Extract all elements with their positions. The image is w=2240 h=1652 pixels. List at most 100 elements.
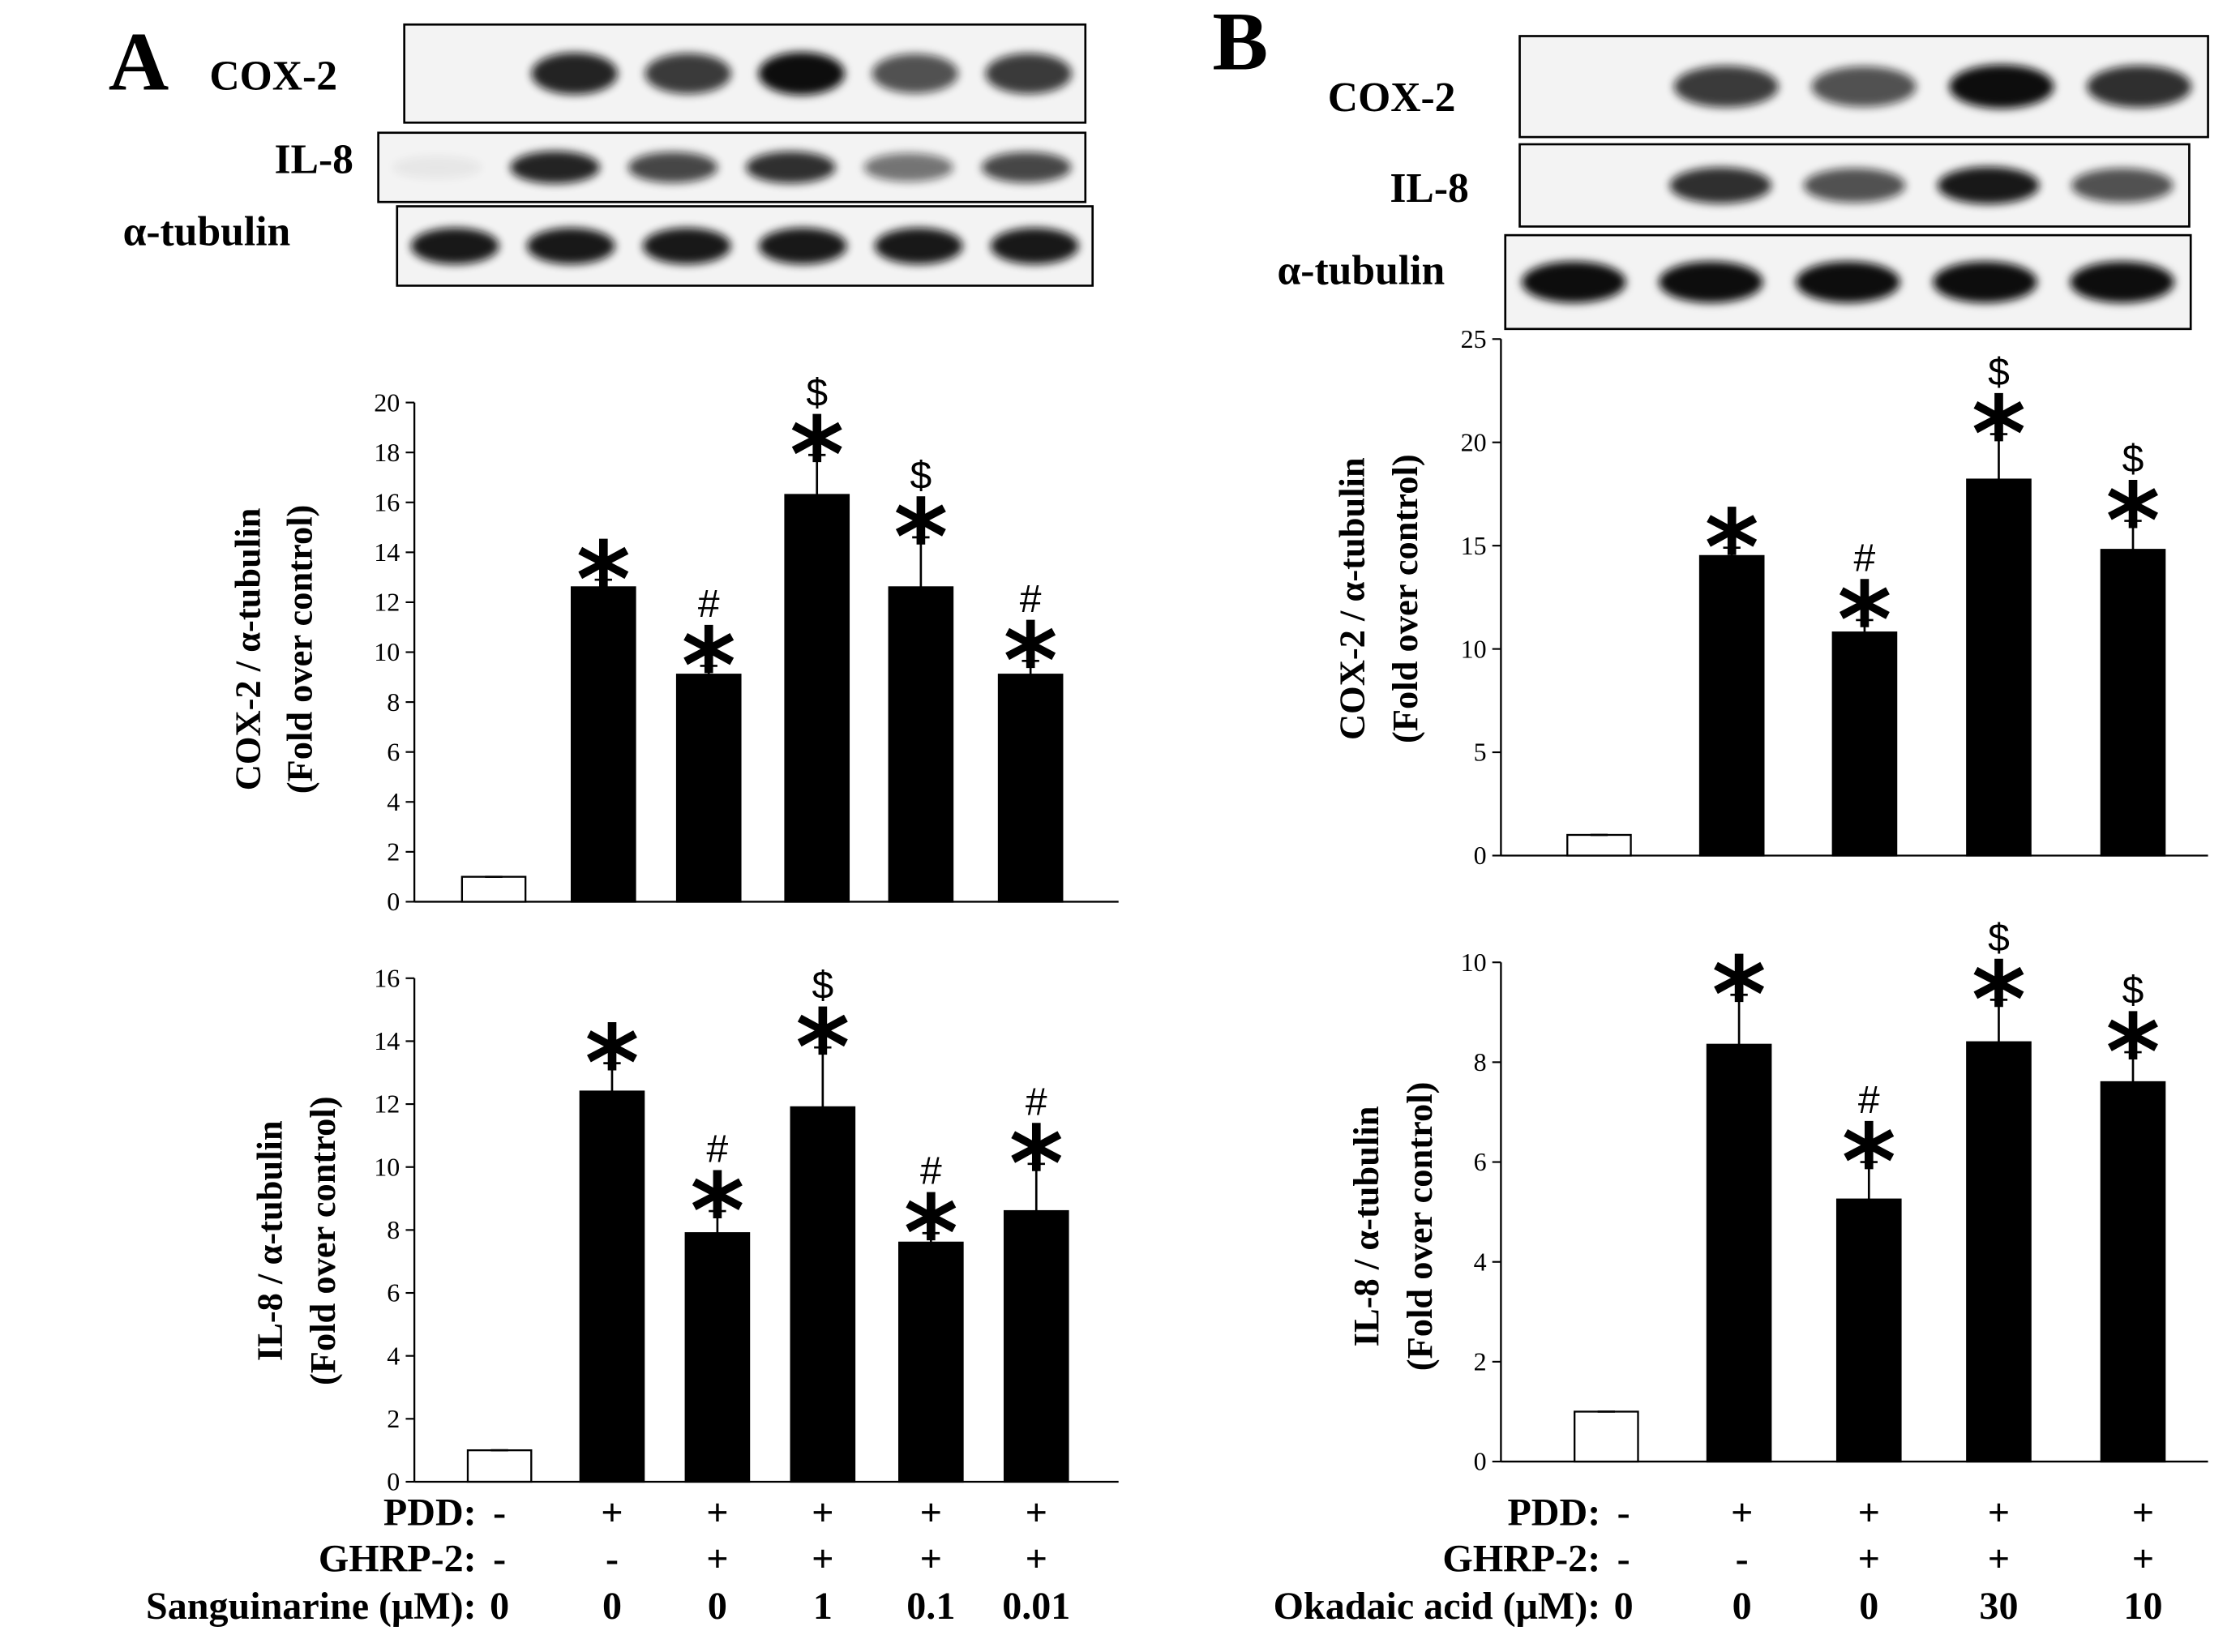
blot-band <box>642 228 731 264</box>
treatment-value: - <box>1617 1537 1630 1580</box>
treatment-value: + <box>2132 1537 2154 1580</box>
treatment-value: 0.1 <box>906 1585 955 1628</box>
error-bar <box>1856 618 1874 633</box>
y-tick-label: 12 <box>374 1089 400 1119</box>
significance-star: * <box>682 606 736 727</box>
blot-band <box>1937 166 2040 204</box>
treatment-value: + <box>812 1537 833 1580</box>
treatment-value: + <box>920 1537 942 1580</box>
y-tick-label: 0 <box>387 1467 400 1496</box>
treatment-value: + <box>1858 1491 1880 1534</box>
error-bar <box>700 665 717 675</box>
y-tick-label: 4 <box>387 787 400 816</box>
significance-symbol: # <box>698 583 720 626</box>
error-bar <box>912 536 930 588</box>
significance-star: * <box>1972 374 2026 495</box>
error-bar <box>1730 993 1748 1045</box>
y-tick-label: 12 <box>374 588 400 617</box>
western-blot <box>403 23 1087 124</box>
significance-symbol: # <box>1020 578 1042 621</box>
blot-band <box>410 228 499 264</box>
bar <box>684 1232 751 1483</box>
significance-star: * <box>1712 935 1767 1056</box>
significance-symbol: $ <box>812 965 833 1008</box>
treatment-name: Sanguinarine (μM): <box>146 1585 477 1628</box>
error-bar <box>814 1046 832 1107</box>
significance-symbol: $ <box>2122 969 2144 1012</box>
y-tick-label: 6 <box>387 1278 400 1307</box>
blot-band <box>1933 261 2037 303</box>
blot-frame <box>403 23 1087 124</box>
treatment-value: + <box>1731 1491 1753 1534</box>
blot-band <box>1811 66 1917 107</box>
significance-symbol: # <box>707 1128 729 1171</box>
blot-band <box>1949 64 2054 109</box>
blot-label: α-tubulin <box>123 209 291 255</box>
bar <box>2100 549 2166 857</box>
y-tick-label: 2 <box>387 837 400 867</box>
treatment-value: 0 <box>1732 1585 1752 1628</box>
error-bar <box>1723 546 1741 556</box>
significance-star: * <box>2105 461 2160 582</box>
blot-label: COX-2 <box>209 53 337 99</box>
treatment-value: - <box>606 1537 619 1580</box>
blot-band <box>1673 66 1779 108</box>
blot-band <box>526 228 615 264</box>
error-bar <box>1989 999 2008 1042</box>
error-bar <box>709 1209 726 1234</box>
treatment-value: + <box>2132 1491 2154 1534</box>
blot-band <box>1803 168 1906 203</box>
bar <box>1003 1209 1069 1483</box>
error-bar <box>603 1062 621 1092</box>
blot-band <box>531 53 618 95</box>
error-bar <box>1860 1161 1878 1200</box>
panel-label: A <box>109 15 169 108</box>
treatment-value: 30 <box>1979 1585 2018 1628</box>
treatment-name: PDD: <box>383 1491 477 1534</box>
y-axis-label: IL-8 / α-tubulin <box>1346 1106 1386 1346</box>
error-bar <box>2124 520 2142 550</box>
significance-star: * <box>1705 488 1759 609</box>
significance-star: * <box>893 477 948 598</box>
western-blot <box>1518 143 2191 228</box>
western-blot <box>1504 233 2192 331</box>
treatment-value: 0 <box>1614 1585 1634 1628</box>
blot-label: IL-8 <box>274 137 353 183</box>
y-tick-label: 6 <box>1474 1147 1487 1176</box>
error-bar <box>922 1231 940 1243</box>
bar <box>888 586 954 903</box>
y-axis-label: COX-2 / α-tubulin <box>1331 457 1372 740</box>
y-axis-label: (Fold over control) <box>280 505 320 794</box>
significance-symbol: # <box>920 1150 942 1193</box>
significance-star: * <box>690 1152 744 1273</box>
treatment-value: 0 <box>1859 1585 1878 1628</box>
y-tick-label: 0 <box>1474 841 1487 870</box>
y-tick-label: 0 <box>1474 1447 1487 1476</box>
y-tick-label: 16 <box>374 963 400 992</box>
significance-symbol: # <box>1026 1081 1047 1123</box>
significance-star: * <box>576 520 631 641</box>
treatment-name: GHRP-2: <box>319 1537 477 1580</box>
y-axis-label: COX-2 / α-tubulin <box>228 507 268 790</box>
significance-star: * <box>795 988 850 1109</box>
y-axis-label: (Fold over control) <box>1399 1082 1440 1372</box>
blot-label: α-tubulin <box>1278 248 1446 294</box>
blot-band <box>1659 261 1763 303</box>
significance-symbol: $ <box>2122 438 2144 481</box>
western-blot <box>1518 35 2209 139</box>
bar <box>466 1449 533 1483</box>
significance-symbol: $ <box>1988 917 2010 960</box>
blot-band <box>990 228 1079 264</box>
bar <box>1698 554 1765 857</box>
blot-band <box>1669 167 1772 204</box>
significance-star: * <box>904 1174 958 1295</box>
bar <box>1966 1041 2032 1463</box>
y-tick-label: 10 <box>1461 634 1487 663</box>
significance-star: * <box>1837 560 1891 681</box>
bar <box>997 674 1064 903</box>
treatment-value: + <box>812 1491 833 1534</box>
bar <box>1831 631 1898 857</box>
treatment-value: 0 <box>602 1585 622 1628</box>
bar <box>675 674 742 903</box>
